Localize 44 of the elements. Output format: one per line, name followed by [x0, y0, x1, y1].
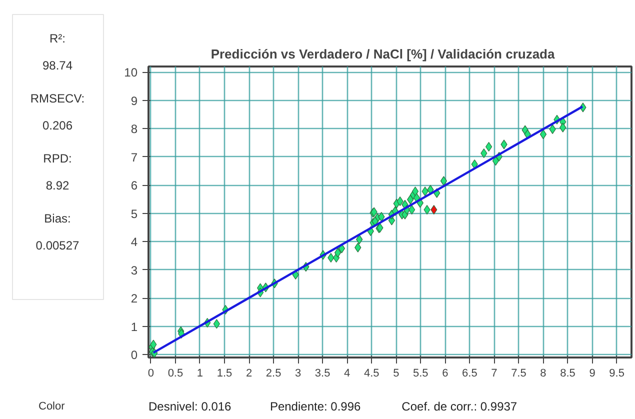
text: 0.206 — [42, 118, 73, 132]
x-tick-label: 5.5 — [413, 368, 428, 380]
x-tick-label: 8.5 — [560, 368, 576, 380]
x-tick-label: 7 — [491, 368, 498, 380]
y-tick-label: 4 — [130, 235, 138, 250]
x-tick-label: 4.5 — [364, 368, 380, 380]
text: Bias: — [44, 212, 71, 226]
chart-title: Predicción vs Verdadero / NaCl [%] / Validación cruzada — [210, 46, 556, 62]
x-tick-label: 3.5 — [314, 368, 330, 380]
y-tick-label: 8 — [130, 122, 138, 136]
y-tick-label: 5 — [130, 206, 138, 221]
x-tick-label: 5 — [393, 368, 400, 380]
x-tick-label: 0.5 — [168, 368, 184, 380]
x-tick-label: 9.5 — [609, 368, 624, 380]
y-tick-label: 2 — [130, 292, 138, 306]
text: RMSECV: — [30, 92, 85, 106]
y-tick-label: 0 — [130, 348, 138, 362]
y-tick-label: 7 — [130, 150, 138, 164]
x-tick-label: 2 — [246, 368, 252, 380]
y-tick-label: 9 — [130, 94, 138, 108]
text: Color — [38, 400, 66, 412]
y-tick-label: 6 — [130, 178, 138, 193]
x-tick-label: 0 — [148, 368, 154, 380]
x-tick-label: 3 — [295, 368, 302, 380]
text: 0.00527 — [36, 238, 80, 252]
x-tick-label: 1.5 — [216, 368, 232, 380]
text: Coef. de corr.: 0.9937 — [402, 400, 518, 414]
x-tick-label: 1 — [196, 368, 204, 380]
x-tick-label: 6.5 — [462, 368, 478, 380]
text: 98.74 — [42, 58, 73, 72]
y-tick-label: 10 — [124, 66, 138, 80]
y-tick-label: 1 — [130, 320, 138, 334]
text: R²: — [50, 32, 66, 46]
x-tick-label: 4 — [344, 368, 350, 380]
text: RPD: — [43, 152, 72, 166]
y-tick-label: 3 — [130, 263, 138, 278]
x-tick-label: 6 — [442, 368, 448, 380]
x-tick-label: 8 — [540, 368, 546, 380]
x-tick-label: 7.5 — [511, 368, 526, 380]
text: Pendiente: 0.996 — [270, 400, 362, 414]
text: Desnivel: 0.016 — [148, 400, 232, 414]
text: 8.92 — [46, 178, 70, 192]
x-tick-label: 2.5 — [266, 368, 282, 380]
x-tick-label: 9 — [589, 368, 596, 380]
